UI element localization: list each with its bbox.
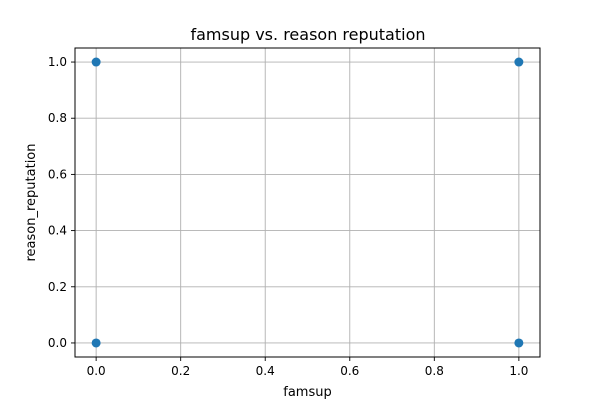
scatter-point — [91, 338, 101, 348]
x-tick-label: 1.0 — [509, 364, 528, 378]
y-tick-label: 0.0 — [48, 336, 67, 350]
x-tick-label: 0.6 — [340, 364, 359, 378]
data-points — [91, 57, 524, 348]
tick-labels: 0.0 0.2 0.4 0.6 0.8 1.0 0.0 0.2 0.4 0.6 0.8 1.0 — [48, 55, 529, 378]
scatter-point — [91, 57, 101, 67]
y-tick-label: 0.6 — [48, 167, 67, 181]
y-tick-label: 0.4 — [48, 224, 67, 238]
chart-title: famsup vs. reason reputation — [190, 25, 425, 44]
plot-frame — [74, 47, 541, 358]
scatter-point — [514, 57, 524, 67]
x-tick-label: 0.2 — [171, 364, 190, 378]
x-axis-label: famsup — [283, 385, 331, 400]
x-tick-label: 0.8 — [425, 364, 444, 378]
grid — [75, 48, 540, 357]
y-tick-label: 0.8 — [48, 111, 67, 125]
y-tick-label: 0.2 — [48, 280, 67, 294]
ticks — [71, 61, 520, 361]
x-tick-label: 0.4 — [256, 364, 275, 378]
y-tick-label: 1.0 — [48, 55, 67, 69]
scatter-point — [514, 338, 524, 348]
x-tick-label: 0.0 — [87, 364, 106, 378]
y-axis-label: reason_reputation — [24, 143, 39, 261]
